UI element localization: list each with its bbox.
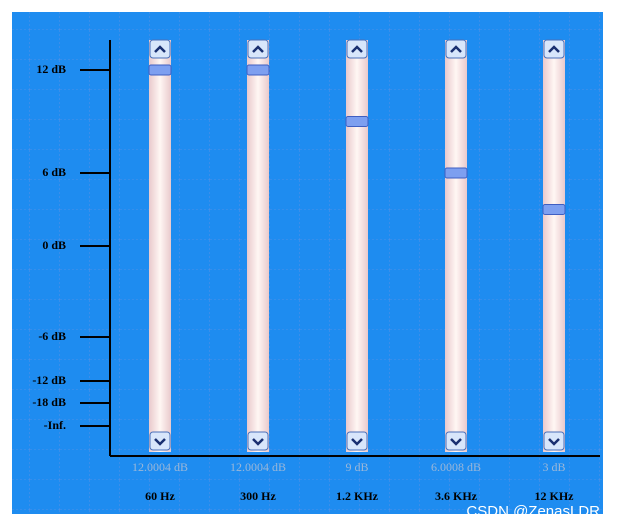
slider-thumb[interactable] <box>345 116 369 127</box>
down-button[interactable] <box>445 431 467 451</box>
up-button[interactable] <box>543 39 565 59</box>
down-arrow <box>154 438 166 446</box>
slider-thumb[interactable] <box>444 167 468 179</box>
slider-thumb[interactable] <box>542 204 566 215</box>
slider-track <box>445 40 467 452</box>
scale-label: -6 dB <box>38 329 66 343</box>
value-label: 6.0008 dB <box>431 460 481 474</box>
down-arrow <box>548 438 560 446</box>
up-arrow <box>351 45 363 53</box>
down-arrow <box>252 438 264 446</box>
slider-track <box>346 40 368 452</box>
value-label: 3 dB <box>542 460 565 474</box>
down-arrow <box>351 438 363 446</box>
grid <box>12 12 603 514</box>
up-arrow <box>252 45 264 53</box>
scale-label: 12 dB <box>36 62 66 76</box>
value-label: 9 dB <box>345 460 368 474</box>
value-label: 12.0004 dB <box>132 460 188 474</box>
up-arrow <box>548 45 560 53</box>
up-arrow <box>450 45 462 53</box>
slider-track <box>149 40 171 452</box>
value-label: 12.0004 dB <box>230 460 286 474</box>
down-button[interactable] <box>543 431 565 451</box>
band-label: 300 Hz <box>240 489 276 503</box>
up-button[interactable] <box>247 39 269 59</box>
scale-label: -Inf. <box>44 418 66 432</box>
up-arrow <box>154 45 166 53</box>
scale-label: -18 dB <box>32 395 66 409</box>
slider-track <box>247 40 269 452</box>
scale-label: -12 dB <box>32 373 66 387</box>
up-button[interactable] <box>346 39 368 59</box>
band-label: 1.2 KHz <box>336 489 379 503</box>
down-button[interactable] <box>247 431 269 451</box>
band-label: 60 Hz <box>145 489 175 503</box>
slider-track <box>543 40 565 452</box>
scale-label: 0 dB <box>42 238 66 252</box>
up-button[interactable] <box>149 39 171 59</box>
scale-label: 6 dB <box>42 165 66 179</box>
up-button[interactable] <box>445 39 467 59</box>
band-label: 3.6 KHz <box>435 489 478 503</box>
band-label: 12 KHz <box>535 489 575 503</box>
down-button[interactable] <box>149 431 171 451</box>
down-button[interactable] <box>346 431 368 451</box>
down-arrow <box>450 438 462 446</box>
watermark: CSDN @ZenasLDR <box>466 503 600 520</box>
slider-thumb[interactable] <box>246 64 270 76</box>
slider-thumb[interactable] <box>148 64 172 76</box>
